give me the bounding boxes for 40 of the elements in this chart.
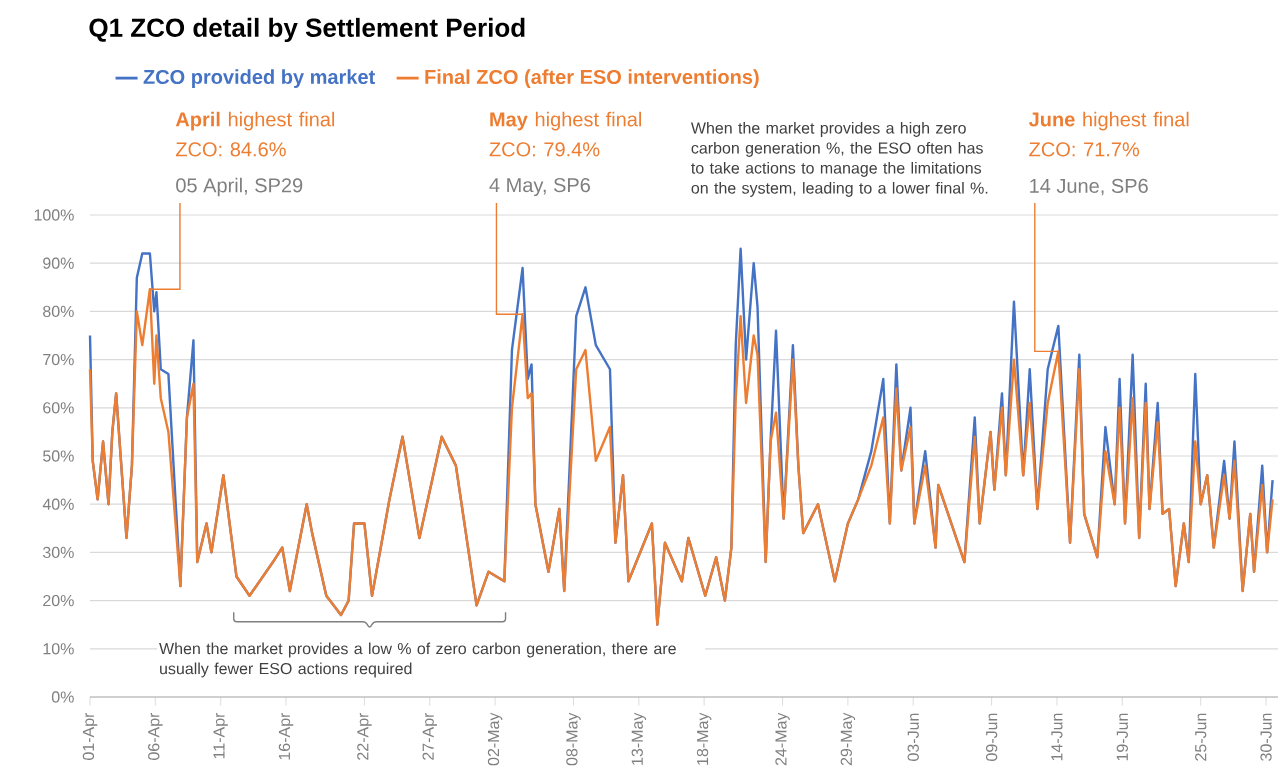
- y-tick-label: 60%: [43, 402, 74, 414]
- x-tick-label: 29-May: [840, 712, 856, 766]
- x-tick-label: 02-May: [487, 712, 503, 766]
- x-tick-label: 30-Jun: [1260, 713, 1272, 761]
- x-tick-label: 11-Apr: [213, 712, 228, 759]
- annotation: 14 June, SP6: [1030, 178, 1148, 196]
- text: When the market provides a high zero carbon generation %, the ESO often has to take actions to manage the limitations on the system, leading to a lower final %.: [690, 121, 988, 197]
- x-tick-label: 06-Apr: [148, 712, 163, 760]
- x-tick-label: 22-Apr: [357, 712, 372, 760]
- x-tick-label: 13-May: [631, 712, 647, 765]
- legend-label: ZCO provided by market: [143, 69, 375, 88]
- annotation: 4 May, SP6: [489, 177, 590, 197]
- x-tick-label: 03-Jun: [907, 713, 919, 761]
- text: April highest final ZCO: 84.6%: [175, 111, 335, 157]
- x-tick-label: 19-Jun: [1116, 713, 1128, 761]
- y-tick-label: 0%: [51, 691, 74, 703]
- x-tick-label: 16-Apr: [278, 712, 294, 760]
- y-tick-label: 40%: [42, 498, 74, 510]
- y-tick-label: 70%: [43, 353, 74, 366]
- x-tick-label: 27-Apr: [422, 712, 437, 760]
- x-tick-label: 09-Jun: [985, 713, 998, 761]
- text: June highest final ZCO: 71.7%: [1028, 111, 1189, 157]
- x-tick-label: 08-May: [566, 712, 581, 766]
- x-tick-label: 01-Apr: [82, 712, 98, 760]
- y-tick-label: 50%: [43, 450, 74, 462]
- y-tick-label: 100%: [34, 209, 74, 221]
- x-tick-label: 24-May: [775, 712, 790, 766]
- y-tick-label: 90%: [43, 257, 74, 269]
- y-tick-label: 80%: [43, 305, 74, 318]
- x-tick-label: 18-May: [696, 712, 712, 765]
- y-tick-label: 10%: [43, 643, 74, 655]
- annotation: When the market provides a low % of zero carbon generation, there are usually fewer ESO actions required: [159, 642, 676, 678]
- x-tick-label: 25-Jun: [1195, 713, 1207, 761]
- y-tick-label: 20%: [43, 594, 74, 607]
- y-tick-label: 30%: [42, 546, 74, 559]
- text: May highest final ZCO: 79.4%: [489, 111, 642, 157]
- legend-label: Final ZCO (after ESO interventions): [425, 69, 759, 88]
- chart-title: Q1 ZCO detail by Settlement Period: [89, 17, 525, 43]
- annotation: 05 April, SP29: [176, 177, 303, 197]
- x-tick-label: 14-Jun: [1051, 713, 1063, 761]
